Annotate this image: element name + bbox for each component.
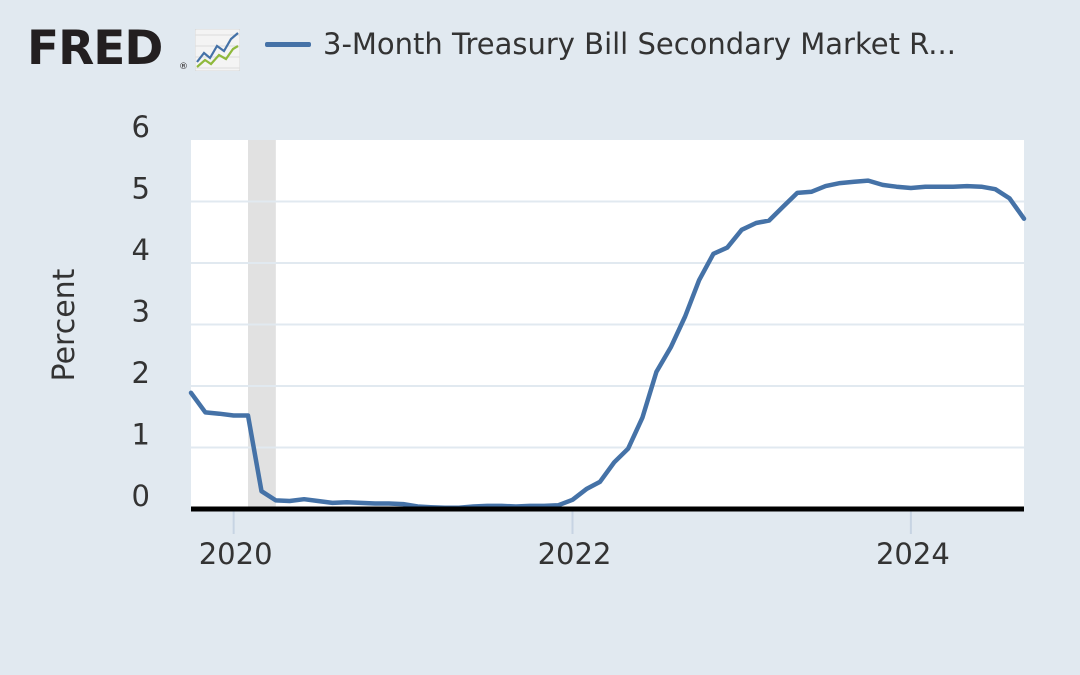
y-tick-label: 1 — [132, 418, 150, 452]
y-tick-label: 6 — [132, 110, 150, 144]
y-gridlines — [191, 200, 1024, 449]
registered-mark: ® — [179, 62, 188, 72]
series-line — [188, 178, 1027, 511]
x-tick-label: 2020 — [199, 537, 273, 571]
x-tick-label: 2022 — [538, 537, 612, 571]
y-tick-label: 3 — [132, 295, 150, 329]
y-tick-label: 0 — [132, 479, 150, 513]
graph-header: FRED ® 3-Month Treasury Bill Secondary M… — [0, 0, 1080, 90]
y-tick-label: 4 — [132, 233, 150, 267]
y-tick-label: 5 — [132, 172, 150, 206]
legend-swatch — [265, 42, 311, 47]
x-axis-ticks: 2020 2022 2024 — [199, 509, 950, 571]
y-tick-label: 2 — [132, 356, 150, 390]
y-axis-label: Percent — [47, 268, 82, 381]
line-chart-icon — [195, 29, 240, 71]
y-axis-ticks: 0 1 2 3 4 5 6 — [132, 110, 150, 513]
x-tick-label: 2024 — [876, 537, 950, 571]
fred-logo[interactable]: FRED — [27, 21, 163, 76]
legend-series-label[interactable]: 3-Month Treasury Bill Secondary Market R… — [323, 27, 956, 61]
series-lines — [188, 178, 1027, 511]
